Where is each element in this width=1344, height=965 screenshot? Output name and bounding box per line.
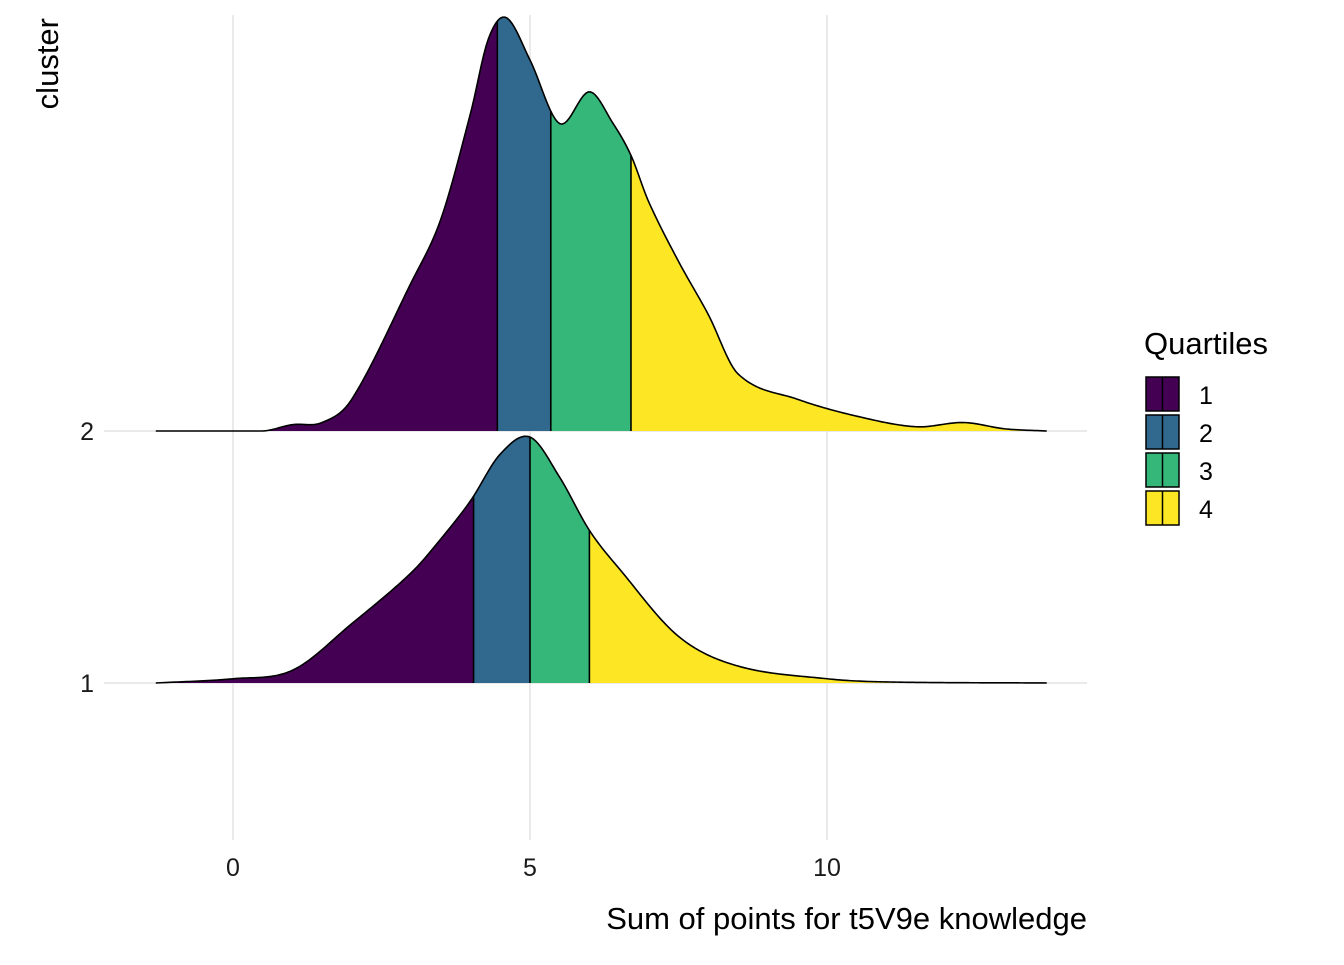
legend-item-2: 2 xyxy=(1145,414,1213,450)
legend-title: Quartiles xyxy=(1144,326,1268,361)
ridge-layer xyxy=(155,16,1047,684)
axis-layer: Sum of points for t5V9e knowledge cluste… xyxy=(30,18,1087,936)
y-tick-label: 2 xyxy=(80,418,94,446)
legend-label: 3 xyxy=(1199,458,1213,486)
legend-item-4: 4 xyxy=(1145,490,1213,526)
legend-label: 4 xyxy=(1199,496,1213,524)
density-outline xyxy=(155,16,1047,432)
x-tick-label: 10 xyxy=(813,854,841,882)
legend-item-1: 1 xyxy=(1145,376,1213,412)
x-axis-title: Sum of points for t5V9e knowledge xyxy=(606,901,1087,936)
ridge-cluster-2 xyxy=(155,16,1047,432)
quartile-4-area xyxy=(589,530,1047,683)
legend: Quartiles 1 2 3 4 xyxy=(1144,326,1268,526)
quartile-4-area xyxy=(630,155,1047,431)
quartile-2-area xyxy=(473,436,530,683)
density-outline xyxy=(155,435,1047,684)
y-axis-title: cluster xyxy=(30,18,65,109)
ridge-cluster-1 xyxy=(155,435,1047,684)
x-tick-label: 5 xyxy=(523,854,537,882)
quartile-3-area xyxy=(530,437,590,683)
quartile-3-area xyxy=(550,91,631,431)
legend-label: 1 xyxy=(1199,382,1213,410)
legend-item-3: 3 xyxy=(1145,452,1213,488)
quartile-1-area xyxy=(155,21,498,431)
quartile-1-area xyxy=(155,496,474,683)
x-tick-label: 0 xyxy=(226,854,240,882)
quartile-2-area xyxy=(497,17,551,432)
y-tick-label: 1 xyxy=(80,670,94,698)
legend-label: 2 xyxy=(1199,420,1213,448)
